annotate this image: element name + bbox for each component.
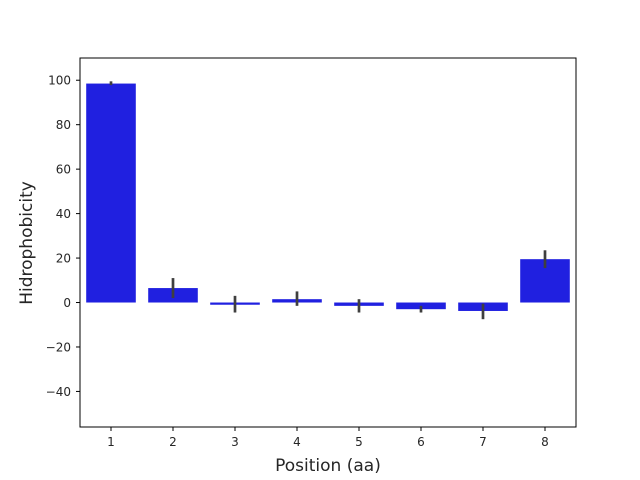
y-axis-label: Hidrophobicity (17, 181, 37, 305)
bars-layer (86, 83, 570, 311)
bar-1 (86, 83, 136, 303)
x-tick-label: 4 (293, 435, 301, 449)
y-axis: −40 −20 0 20 40 60 80 100 (46, 74, 80, 399)
x-axis-label: Position (aa) (275, 456, 381, 476)
x-tick-label: 2 (169, 435, 177, 449)
x-tick-label: 8 (541, 435, 549, 449)
y-tick-label: −40 (46, 385, 71, 399)
x-tick-label: 5 (355, 435, 363, 449)
y-tick-label: 60 (56, 163, 71, 177)
y-tick-label: −20 (46, 340, 71, 354)
x-tick-label: 1 (107, 435, 115, 449)
y-tick-label: 80 (56, 118, 71, 132)
y-tick-label: 100 (48, 74, 71, 88)
plot-frame (79, 57, 577, 428)
x-tick-label: 3 (231, 435, 239, 449)
x-tick-label: 6 (417, 435, 425, 449)
y-tick-label: 40 (56, 207, 71, 221)
x-axis: 1 2 3 4 5 6 7 8 (107, 427, 549, 449)
y-tick-label: 20 (56, 252, 71, 266)
x-tick-label: 7 (479, 435, 487, 449)
y-tick-label: 0 (63, 296, 71, 310)
error-bars-layer (109, 81, 547, 320)
